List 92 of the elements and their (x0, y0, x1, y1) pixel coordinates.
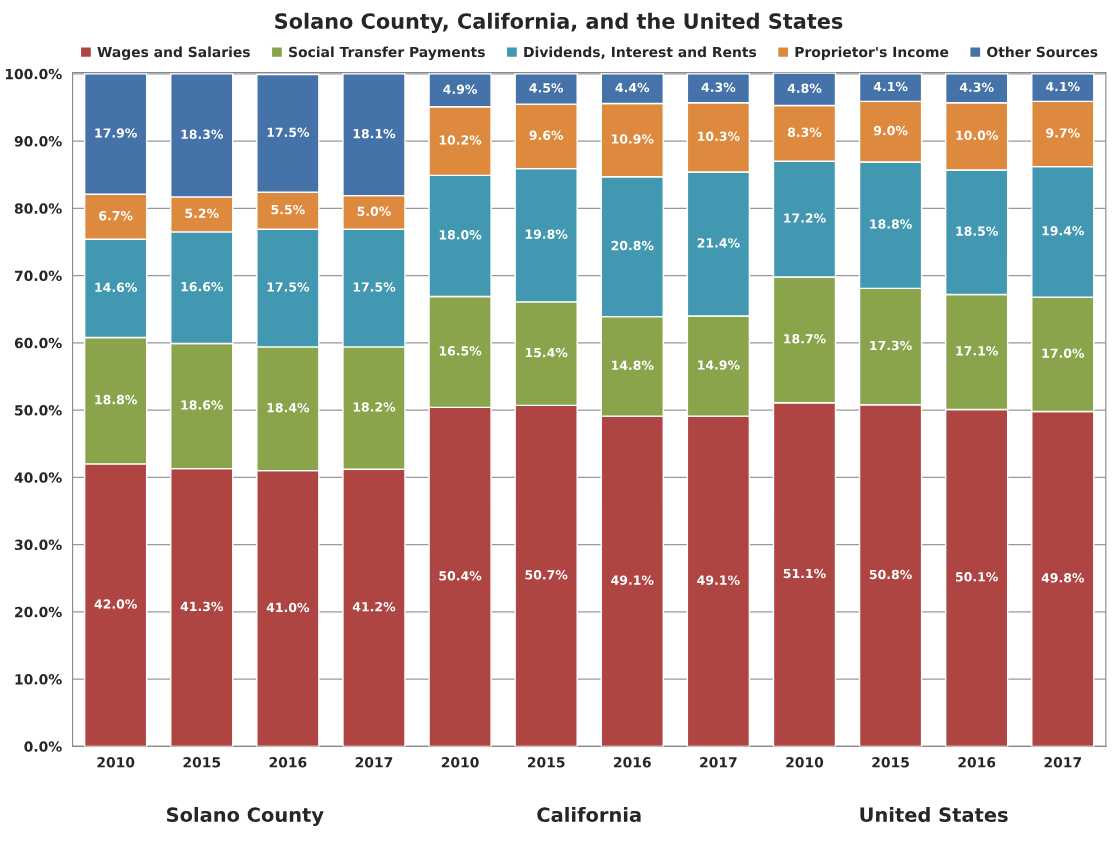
data-label: 50.1% (955, 572, 998, 582)
y-tick-label: 70.0% (14, 270, 62, 282)
data-label: 50.7% (525, 570, 568, 580)
data-label: 4.1% (1046, 81, 1080, 92)
data-label: 41.2% (352, 602, 396, 612)
data-label: 4.4% (615, 82, 650, 93)
data-label: 17.5% (353, 282, 396, 292)
y-tick-label: 80.0% (14, 203, 62, 214)
data-label: 5.2% (185, 208, 219, 219)
y-tick-label: 50.0% (15, 405, 62, 416)
data-label: 17.2% (784, 213, 826, 223)
data-label: 50.8% (869, 569, 912, 580)
x-tick-label: 2017 (355, 757, 393, 768)
x-tick-label: 2015 (872, 757, 909, 768)
x-tick-label: 2010 (97, 757, 135, 768)
data-label: 17.3% (870, 340, 912, 351)
data-label: 18.8% (870, 219, 912, 229)
data-label: 19.8% (525, 229, 568, 239)
data-label: 41.0% (266, 602, 310, 613)
data-label: 49.8% (1041, 573, 1085, 583)
x-tick-label: 2016 (614, 757, 651, 768)
data-label: 18.3% (181, 129, 224, 140)
x-tick-label: 2016 (958, 757, 996, 768)
data-label: 9.6% (529, 130, 564, 141)
data-label: 21.4% (697, 238, 740, 248)
data-label: 18.7% (784, 334, 826, 344)
y-tick-label: 0.0% (24, 741, 62, 752)
y-tick-label: 100.0% (5, 68, 62, 80)
text: California (537, 807, 641, 823)
data-label: 15.4% (525, 347, 568, 358)
data-label: 18.5% (956, 226, 998, 236)
data-label: 16.5% (439, 346, 482, 356)
x-tick-label: 2015 (183, 757, 221, 768)
data-label: 17.0% (1042, 348, 1085, 358)
y-tick-label: 60.0% (14, 337, 62, 349)
data-label: 16.6% (181, 281, 224, 292)
data-label: 20.8% (611, 240, 654, 251)
legend-label: Proprietor's Income (795, 46, 949, 60)
data-label: 10.9% (612, 134, 654, 144)
x-tick-label: 2017 (700, 757, 737, 768)
data-label: 4.5% (529, 83, 564, 93)
data-label: 4.1% (873, 81, 908, 92)
legend-label: Wages and Salaries (97, 46, 250, 61)
data-label: 9.7% (1046, 128, 1080, 138)
data-label: 42.0% (94, 599, 137, 609)
y-tick-label: 40.0% (14, 472, 62, 483)
data-label: 18.6% (181, 400, 224, 410)
x-tick-label: 2015 (527, 757, 565, 768)
data-label: 19.4% (1042, 226, 1085, 236)
data-label: 49.1% (697, 575, 740, 585)
data-label: 10.2% (439, 135, 482, 145)
data-label: 17.5% (267, 282, 310, 292)
data-label: 17.1% (956, 346, 998, 356)
legend-label: Social Transfer Payments (289, 46, 485, 61)
data-label: 4.3% (959, 82, 994, 92)
y-tick-label: 90.0% (14, 136, 62, 147)
y-tick-label: 10.0% (15, 674, 62, 685)
data-label: 14.8% (612, 360, 654, 371)
data-label: 10.0% (956, 130, 998, 141)
data-label: 10.3% (698, 131, 740, 142)
data-label: 49.1% (611, 575, 654, 585)
y-tick-label: 20.0% (15, 606, 62, 618)
data-label: 18.2% (353, 402, 396, 412)
data-label: 9.0% (873, 125, 908, 136)
x-tick-label: 2010 (786, 757, 824, 768)
x-tick-label: 2016 (269, 757, 307, 768)
data-label: 50.4% (439, 571, 482, 581)
data-label: 18.0% (439, 230, 482, 240)
data-label: 4.8% (787, 83, 822, 93)
data-label: 5.0% (357, 206, 391, 217)
chart-title: Solano County, California, and the United States (275, 12, 843, 34)
data-label: 8.3% (787, 127, 822, 137)
data-label: 17.9% (95, 128, 137, 138)
x-tick-label: 2010 (441, 757, 479, 768)
data-label: 4.3% (701, 82, 736, 92)
data-label: 14.6% (95, 282, 137, 293)
data-label: 18.1% (353, 128, 396, 139)
data-label: 14.9% (698, 360, 740, 370)
data-label: 5.5% (271, 204, 305, 215)
x-tick-label: 2017 (1044, 757, 1081, 768)
data-label: 51.1% (783, 568, 826, 579)
legend-label: Dividends, Interest and Rents (524, 46, 757, 59)
data-label: 17.5% (267, 127, 310, 137)
text: United States (860, 807, 1008, 823)
data-label: 6.7% (99, 210, 133, 221)
data-label: 41.3% (180, 601, 224, 612)
legend-label: Other Sources (987, 46, 1098, 58)
data-label: 18.8% (95, 394, 137, 405)
text: Solano County (167, 807, 324, 826)
data-label: 4.9% (443, 84, 477, 94)
y-tick-label: 30.0% (14, 539, 62, 551)
data-label: 18.4% (267, 402, 310, 413)
